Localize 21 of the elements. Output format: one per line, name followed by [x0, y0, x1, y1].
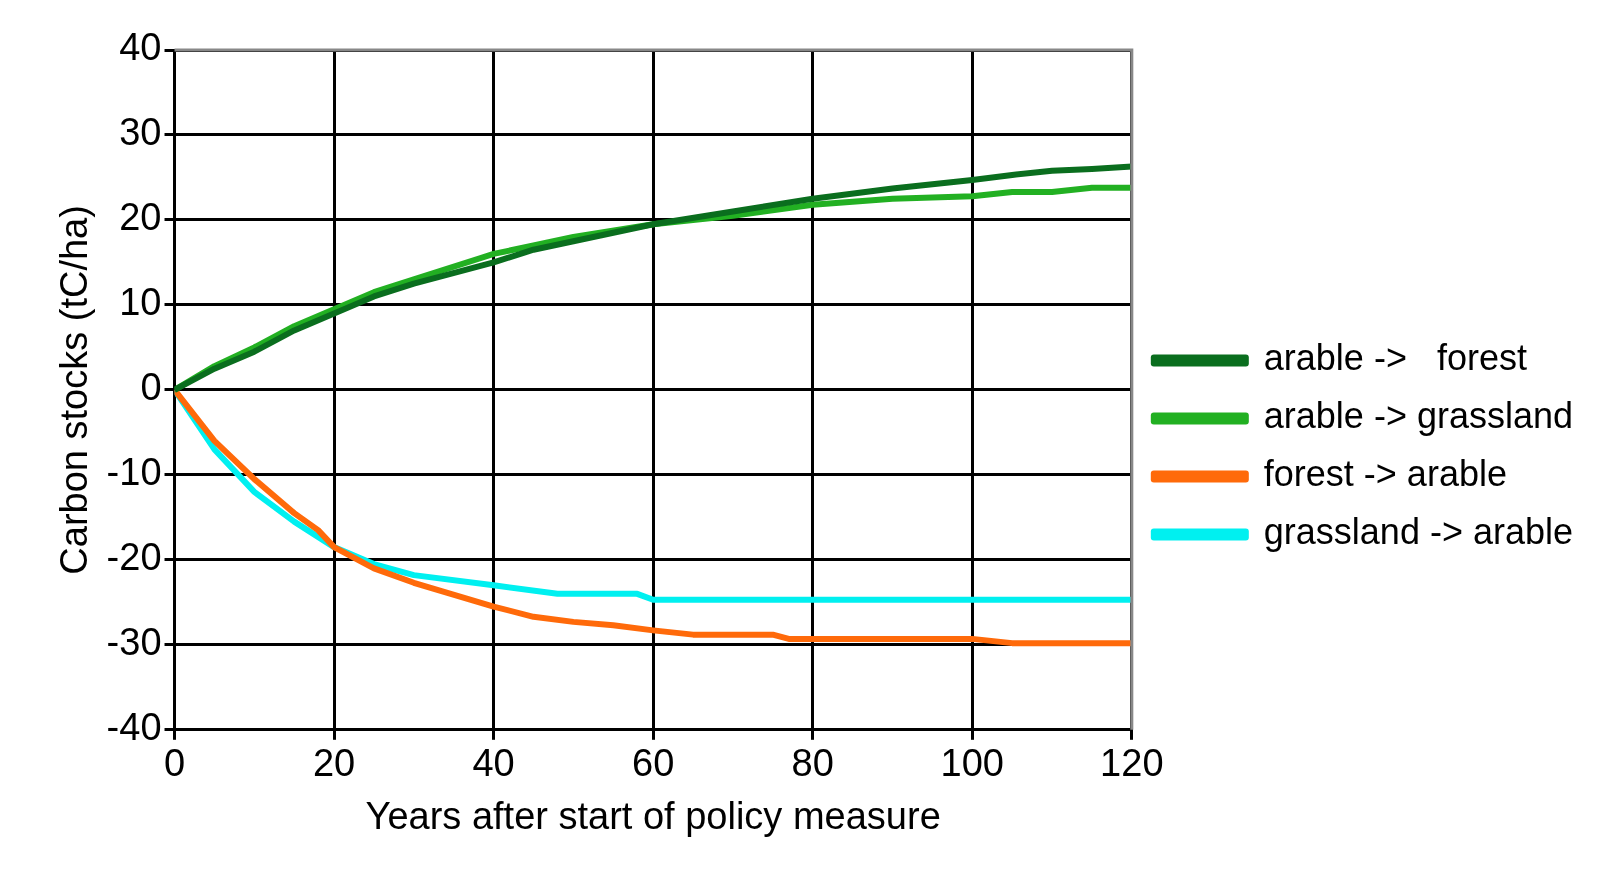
y-tick-label: -10: [106, 451, 162, 494]
y-tick-label: -30: [106, 621, 162, 664]
y-tick-label: 0: [140, 366, 162, 409]
x-tick-label: 60: [632, 742, 675, 785]
legend-label: arable -> forest: [1263, 337, 1527, 379]
y-tick-label: -40: [106, 706, 162, 749]
y-tick-label: -20: [106, 536, 162, 579]
legend-label: arable -> grassland: [1263, 395, 1574, 437]
x-tick-label: 80: [791, 742, 834, 785]
y-tick-label: 30: [119, 111, 162, 154]
y-tick-label: 20: [119, 196, 162, 239]
x-tick-label: 120: [1100, 742, 1164, 785]
y-axis-title: Carbon stocks (tC/ha): [53, 205, 96, 575]
legend-label: grassland -> arable: [1263, 511, 1574, 553]
y-tick-label: 10: [119, 281, 162, 324]
x-tick-label: 100: [940, 742, 1004, 785]
x-axis-title: Years after start of policy measure: [365, 794, 941, 837]
legend-label: forest -> arable: [1263, 453, 1507, 495]
y-tick-label: 40: [119, 26, 162, 69]
x-tick-label: 20: [312, 742, 356, 785]
x-tick-label: 40: [472, 742, 515, 785]
